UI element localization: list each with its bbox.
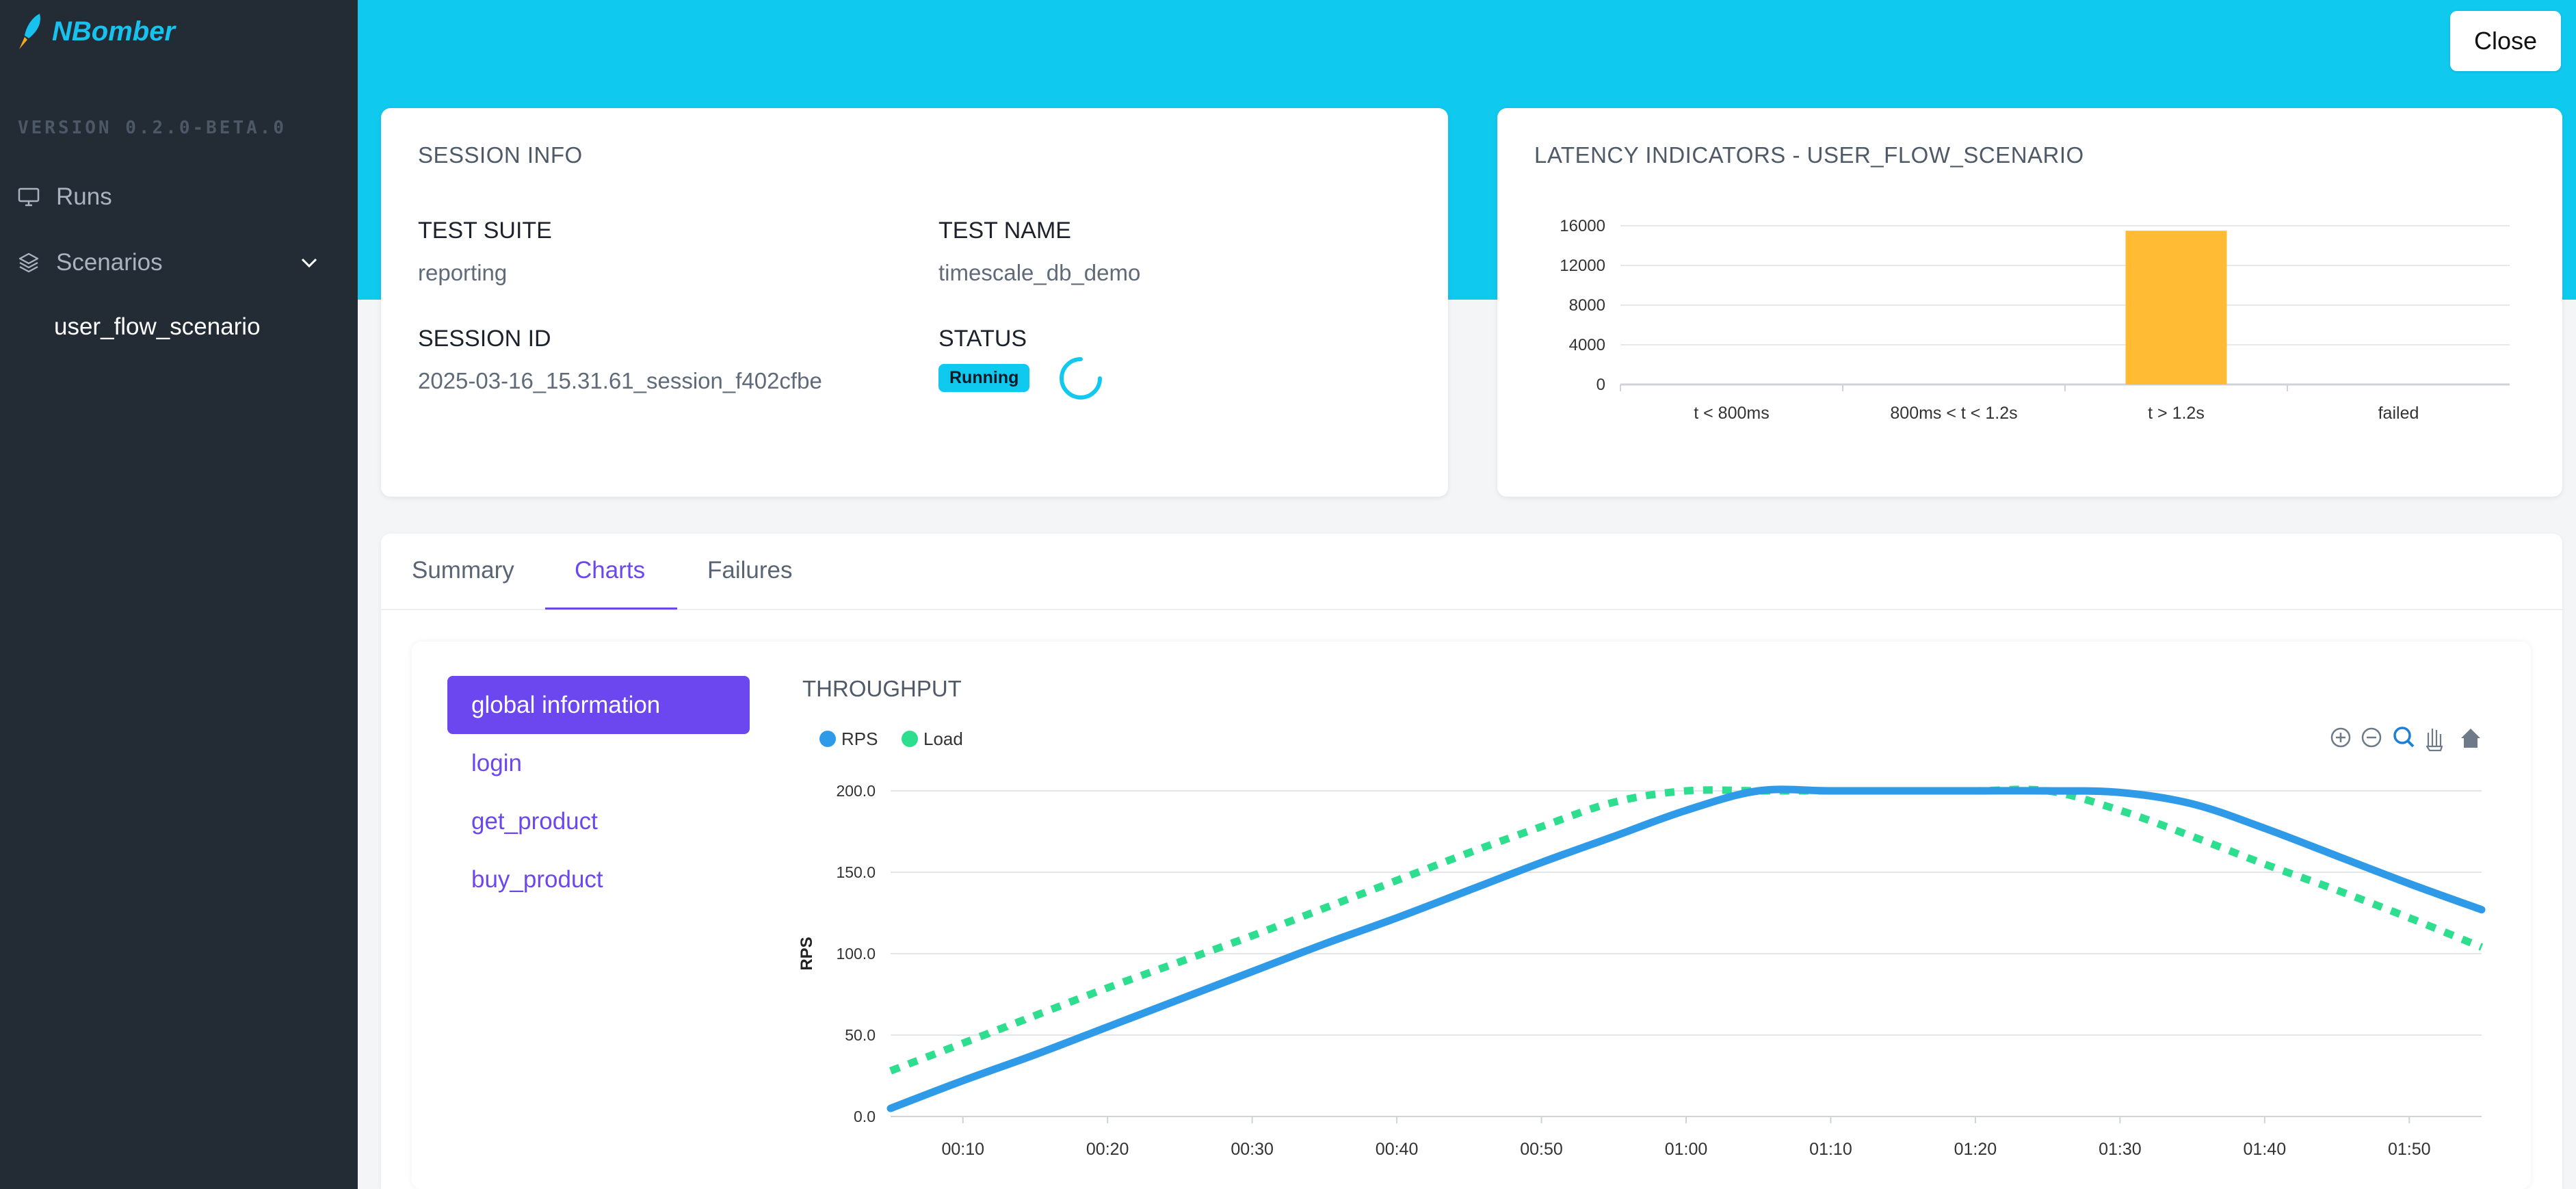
test-name-label: TEST NAME: [938, 218, 1071, 244]
x-tick-label: 00:30: [1231, 1140, 1274, 1159]
session-id-value: 2025-03-16_15.31.61_session_f402cfbe: [418, 368, 822, 393]
sidebar-item-scenarios[interactable]: Scenarios: [18, 249, 319, 276]
charts-menu-buy-product[interactable]: buy_product: [471, 866, 603, 893]
version-label: VERSION 0.2.0-BETA.0: [18, 118, 287, 138]
active-tab-indicator: [545, 607, 677, 610]
charts-card: global information login get_product buy…: [412, 642, 2531, 1189]
legend-label-load: Load: [923, 729, 963, 749]
x-tick-label: 00:10: [941, 1140, 984, 1159]
zoom-in-icon[interactable]: [2330, 727, 2351, 748]
y-tick-label: 4000: [1569, 336, 1605, 354]
charts-menu-login[interactable]: login: [471, 750, 522, 776]
tab-bar: Summary Charts Failures: [381, 534, 2562, 610]
x-tick-label: 01:20: [1954, 1140, 1997, 1159]
pan-hand-icon[interactable]: [2426, 729, 2443, 752]
x-tick-label: 01:50: [2388, 1140, 2431, 1159]
throughput-title: THROUGHPUT: [802, 676, 962, 701]
throughput-line-chart: 0.0 50.0 100.0 150.0 200.0 RPS 00:10 00:20 00:30…: [798, 729, 2486, 1159]
latency-title: LATENCY INDICATORS - USER_FLOW_SCENARIO: [1534, 142, 2084, 168]
x-tick-label: 00:50: [1520, 1140, 1563, 1159]
test-name-value: timescale_db_demo: [938, 260, 1141, 285]
y-tick-label: 8000: [1569, 296, 1605, 315]
test-suite-label: TEST SUITE: [418, 218, 552, 244]
y-tick-label: 16000: [1560, 217, 1605, 235]
legend-label-rps: RPS: [841, 729, 878, 749]
x-tick-label: 00:40: [1376, 1140, 1419, 1159]
zoom-select-icon[interactable]: [2393, 727, 2415, 748]
rocket-icon: [19, 14, 40, 49]
x-tick-label: 01:00: [1665, 1140, 1708, 1159]
y-tick-label: 50.0: [845, 1026, 876, 1044]
legend-marker-load: [902, 731, 918, 747]
charts-menu-get-product[interactable]: get_product: [471, 808, 598, 835]
session-id-label: SESSION ID: [418, 326, 551, 352]
bar: [2125, 231, 2227, 384]
y-tick-label: 0: [1596, 376, 1605, 394]
status-badge: Running: [938, 364, 1030, 392]
chart-toolbar: [2330, 727, 2480, 752]
tab-charts[interactable]: Charts: [575, 557, 646, 584]
x-tick-label: 00:20: [1086, 1140, 1129, 1159]
logo-text: NBomber: [52, 16, 176, 47]
x-tick-label: 800ms < t < 1.2s: [1890, 404, 2017, 423]
sidebar-subitem-user-flow-scenario[interactable]: user_flow_scenario: [54, 313, 261, 340]
latency-bar-chart: 0 4000 8000 12000 16000 t < 800ms 800ms < t < …: [1560, 217, 2510, 423]
charts-menu-global-information[interactable]: global information: [447, 676, 750, 734]
layers-icon: [18, 252, 39, 273]
x-tick-label: 01:40: [2244, 1140, 2287, 1159]
session-info-title: SESSION INFO: [418, 142, 583, 168]
main-panel: Summary Charts Failures global informati…: [381, 534, 2562, 1189]
series-line-load: [889, 785, 2484, 1075]
sidebar-item-runs[interactable]: Runs: [18, 183, 112, 211]
x-tick-label: t > 1.2s: [2148, 404, 2205, 423]
x-tick-label: t < 800ms: [1694, 404, 1769, 423]
latency-card: LATENCY INDICATORS - USER_FLOW_SCENARIO …: [1497, 108, 2562, 497]
monitor-icon: [18, 187, 40, 207]
tab-summary[interactable]: Summary: [412, 557, 514, 584]
status-label: STATUS: [938, 326, 1027, 352]
tab-failures[interactable]: Failures: [707, 557, 793, 584]
sidebar: NBomber VERSION 0.2.0-BETA.0 Runs Scenar…: [0, 0, 358, 1189]
zoom-out-icon[interactable]: [2361, 727, 2382, 748]
close-button[interactable]: Close: [2450, 11, 2561, 71]
y-axis-label: RPS: [798, 937, 816, 970]
legend-marker-rps: [819, 731, 836, 747]
y-tick-label: 0.0: [854, 1108, 876, 1125]
y-tick-label: 150.0: [836, 863, 876, 881]
x-tick-label: failed: [2378, 404, 2419, 423]
x-tick-label: 01:10: [1809, 1140, 1852, 1159]
y-tick-label: 100.0: [836, 945, 876, 963]
session-info-card: SESSION INFO TEST SUITE reporting TEST N…: [381, 108, 1448, 497]
series-line-rps: [886, 785, 2486, 1112]
test-suite-value: reporting: [418, 260, 508, 285]
y-tick-label: 12000: [1560, 257, 1605, 275]
chevron-down-icon[interactable]: [300, 256, 319, 270]
x-tick-label: 01:30: [2099, 1140, 2142, 1159]
sidebar-item-label: Runs: [56, 183, 112, 210]
loading-spinner-icon: [1060, 357, 1102, 400]
logo[interactable]: NBomber: [16, 12, 175, 51]
sidebar-item-label: Scenarios: [56, 249, 163, 276]
reset-home-icon[interactable]: [2461, 729, 2480, 748]
y-tick-label: 200.0: [836, 782, 876, 800]
